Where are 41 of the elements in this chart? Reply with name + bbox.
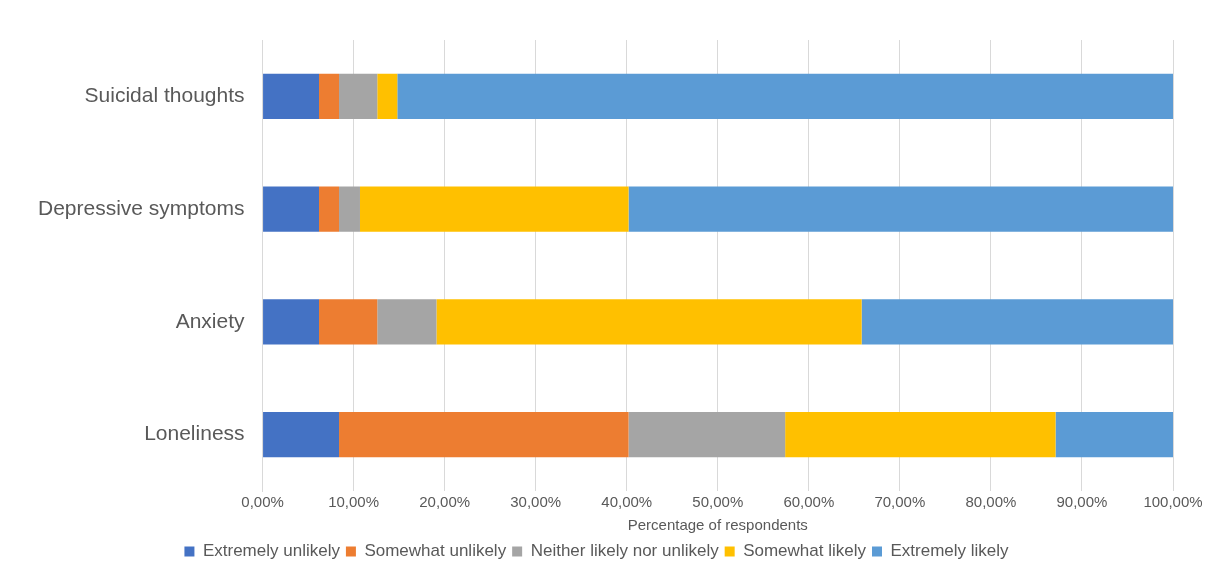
x-tick-label: 0,00% <box>241 493 284 511</box>
bar <box>263 186 319 232</box>
x-tick-label: 50,00% <box>692 493 744 511</box>
x-tick-label: 70,00% <box>874 493 926 511</box>
x-tick-label: 20,00% <box>419 493 471 511</box>
bar <box>263 299 319 345</box>
legend-label: Somewhat unlikely <box>364 541 507 561</box>
legend-label: Somewhat likely <box>743 541 867 561</box>
y-tick-label: Suicidal thoughts <box>84 83 245 107</box>
bar <box>319 73 340 119</box>
bar <box>861 299 1173 345</box>
bar <box>319 186 340 232</box>
bar <box>263 412 340 458</box>
bar <box>319 299 378 345</box>
bar <box>263 73 319 119</box>
bar <box>339 186 360 232</box>
legend-label: Extremely likely <box>890 541 1010 561</box>
y-tick-label: Loneliness <box>144 421 245 445</box>
bar <box>397 73 1173 119</box>
bar <box>628 186 1173 232</box>
bar <box>785 412 1056 458</box>
legend-label: Neither likely nor unlikely <box>530 541 720 561</box>
x-tick-label: 10,00% <box>328 493 380 511</box>
x-tick-label: 90,00% <box>1056 493 1108 511</box>
x-tick-label: 80,00% <box>965 493 1017 511</box>
bar <box>436 299 862 345</box>
bar <box>628 412 786 458</box>
bar <box>339 412 629 458</box>
bar <box>359 186 629 232</box>
x-tick-label: 40,00% <box>601 493 653 511</box>
legend-label: Extremely unlikely <box>202 541 341 561</box>
bar <box>377 299 437 345</box>
x-axis-title: Percentage of respondents <box>627 516 808 534</box>
bar <box>377 73 398 119</box>
x-tick-label: 60,00% <box>783 493 835 511</box>
x-tick-label: 100,00% <box>1143 493 1203 511</box>
bar <box>1055 412 1173 458</box>
y-tick-label: Depressive symptoms <box>37 195 245 219</box>
bar <box>339 73 378 119</box>
x-tick-label: 30,00% <box>510 493 562 511</box>
y-tick-label: Anxiety <box>175 308 246 332</box>
